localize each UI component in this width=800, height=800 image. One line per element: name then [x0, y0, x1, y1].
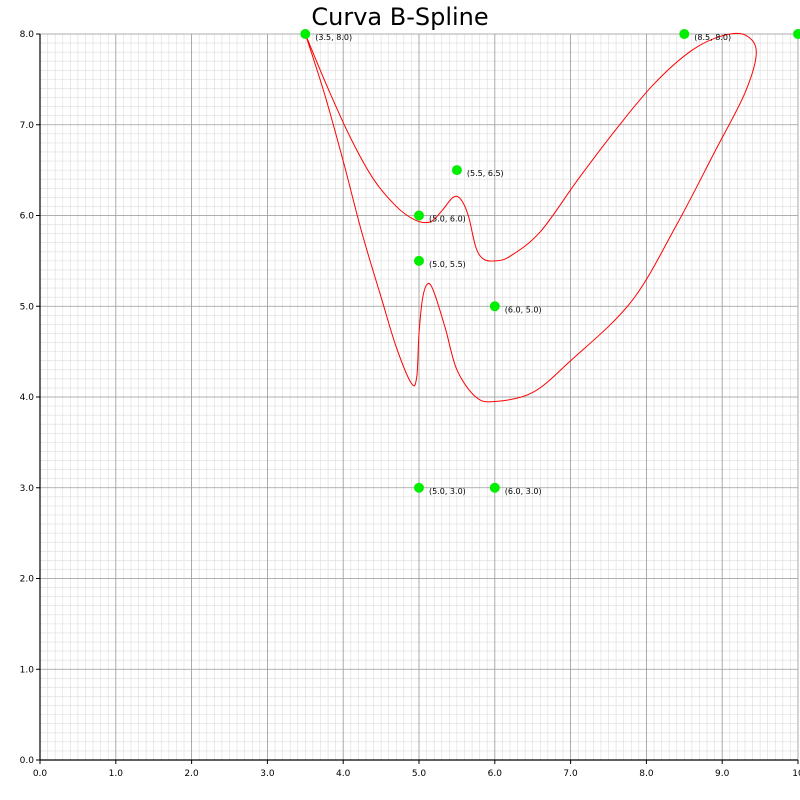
control-point [414, 482, 424, 493]
chart-title: Curva B-Spline [311, 3, 489, 31]
y-tick-label: 4.0 [20, 393, 35, 403]
x-tick-label: 7.0 [563, 769, 578, 779]
y-tick-label: 8.0 [20, 30, 35, 40]
control-point-label: (5.0, 3.0) [429, 487, 466, 496]
x-tick-label: 9.0 [715, 769, 730, 779]
x-tick-label: 3.0 [260, 769, 275, 779]
control-point-label: (8.5, 8.0) [694, 33, 731, 42]
x-tick-label: 2.0 [184, 769, 199, 779]
control-point [414, 255, 424, 266]
y-tick-label: 7.0 [20, 121, 35, 131]
y-tick-label: 0.0 [20, 756, 35, 766]
x-tick-label: 10 [792, 769, 800, 779]
control-point-label: (5.0, 6.0) [429, 215, 466, 224]
control-point-label: (5.0, 5.5) [429, 260, 466, 269]
control-point-label: (6.0, 5.0) [505, 305, 542, 314]
control-point [489, 482, 500, 493]
control-point [414, 210, 424, 221]
axes [36, 33, 799, 764]
control-point [489, 301, 500, 312]
control-points-layer: (3.5, 8.0) (8.5, 8.0) (5.5, 6.5) (5.0, 6.0)… [300, 29, 800, 496]
control-point-label: (5.5, 6.5) [467, 169, 504, 178]
control-point [300, 29, 311, 39]
x-tick-label: 5.0 [412, 769, 427, 779]
x-tick-label: 4.0 [336, 769, 351, 779]
control-point-label: (3.5, 8.0) [315, 33, 352, 42]
control-point-label: (6.0, 3.0) [505, 487, 542, 496]
y-tick-label: 2.0 [20, 575, 35, 585]
bspline-curve [304, 32, 757, 403]
y-tick-label: 3.0 [20, 484, 35, 494]
control-point [451, 165, 462, 176]
y-tick-label: 1.0 [20, 665, 35, 675]
tick-labels: 0.0 1.0 2.0 3.0 4.0 5.0 6.0 7.0 8.0 9.0 10 0.0 1.0 2.… [20, 30, 800, 779]
x-tick-label: 8.0 [639, 769, 654, 779]
y-tick-label: 5.0 [20, 302, 35, 312]
control-point [793, 29, 800, 39]
x-tick-label: 6.0 [488, 769, 503, 779]
x-tick-label: 0.0 [33, 769, 48, 779]
curve-layer [304, 32, 757, 403]
control-point [679, 29, 690, 39]
y-tick-label: 6.0 [20, 212, 35, 222]
x-tick-label: 1.0 [109, 769, 124, 779]
